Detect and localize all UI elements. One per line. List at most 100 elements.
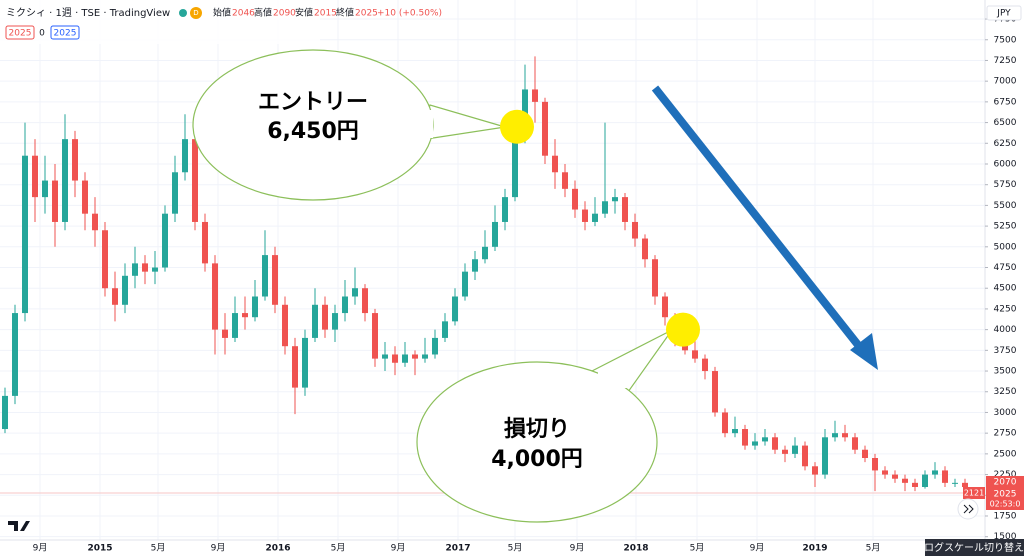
candle-body: [142, 263, 148, 272]
candle-body: [642, 238, 648, 260]
candle-body: [702, 358, 708, 372]
log-toggle[interactable]: [925, 539, 1024, 556]
candle-body: [2, 395, 8, 430]
candle-body: [922, 474, 928, 487]
low-label: 安値: [295, 7, 313, 19]
candle-body: [172, 172, 178, 214]
y-tick-label: 6250: [994, 139, 1017, 149]
y-tick-label: 3000: [994, 408, 1017, 418]
callout-title: エントリー: [258, 90, 368, 115]
high-label: 高値: [254, 7, 272, 19]
candle-body: [912, 482, 918, 487]
x-tick-label: 9月: [211, 543, 226, 554]
high-value: 2090: [273, 9, 296, 19]
badge[interactable]: [50, 25, 80, 40]
candle-body: [542, 101, 548, 156]
candle-body: [102, 230, 108, 289]
candle-body: [282, 304, 288, 347]
candle-body: [942, 470, 948, 483]
candle-body: [182, 139, 188, 173]
open-value: 2046: [232, 9, 255, 19]
candles: [2, 56, 978, 495]
x-tick-label: 5月: [331, 543, 346, 554]
x-tick-label: 5月: [508, 543, 523, 554]
candle-body: [352, 288, 358, 297]
y-tick-label: 6750: [994, 97, 1017, 107]
y-tick-label: 1750: [994, 511, 1017, 521]
change: +10 (+0.50%): [377, 9, 442, 19]
candle-body: [852, 437, 858, 450]
candle-body: [72, 139, 78, 181]
candle-body: [162, 213, 168, 268]
candle-body: [652, 259, 658, 297]
callout-title: 損切り: [504, 417, 570, 442]
x-tick-label: 2016: [265, 544, 290, 554]
y-tick-label: 5750: [994, 180, 1017, 190]
candle-body: [822, 437, 828, 475]
ohlc: 始値 2046 高値 2090 安値 2015 終値 2025 +10 (+0.…: [213, 7, 442, 19]
close-label: 終値: [336, 7, 354, 19]
candle-body: [842, 433, 848, 438]
candle-body: [712, 371, 718, 413]
y-tick-label: 3250: [994, 387, 1017, 397]
stop-marker: [666, 312, 700, 347]
candle-body: [592, 213, 598, 222]
candle-body: [692, 350, 698, 359]
x-tick-label: 2015: [87, 544, 112, 554]
candle-body: [92, 213, 98, 231]
candle-body: [572, 188, 578, 210]
y-tick-label: 5000: [994, 242, 1017, 252]
arrow-head: [850, 333, 878, 370]
y-tick-label: 3500: [994, 367, 1017, 377]
candle-body: [242, 313, 248, 318]
y-tick-label: 7250: [994, 56, 1017, 66]
callout-joint: [415, 110, 433, 138]
candle-body: [902, 478, 908, 483]
y-tick-label: 2500: [994, 449, 1017, 459]
candle-body: [632, 221, 638, 239]
candle-body: [392, 354, 398, 363]
y-tick-label: 5250: [994, 222, 1017, 232]
candle-body: [782, 449, 788, 454]
close-value: 2025: [355, 9, 378, 19]
candle-body: [202, 221, 208, 264]
candle-body: [662, 296, 668, 318]
candle-body: [892, 474, 898, 479]
candle-body: [112, 288, 118, 305]
candle-body: [752, 441, 758, 446]
x-tick-label: 5月: [866, 543, 881, 554]
currency: JPY: [996, 9, 1011, 19]
y-tick-label: 6000: [994, 159, 1017, 169]
y-tick-label: 5500: [994, 201, 1017, 211]
candle-body: [482, 246, 488, 260]
candle-body: [622, 197, 628, 222]
badge[interactable]: [5, 25, 35, 40]
candle-body: [732, 429, 738, 434]
candle-body: [432, 337, 438, 355]
candle-body: [932, 470, 938, 475]
candle-body: [382, 354, 388, 359]
candle-body: [532, 89, 538, 102]
candle-body: [122, 275, 128, 305]
candle-body: [412, 354, 418, 359]
x-tick-label: 9月: [750, 543, 765, 554]
candle-body: [882, 470, 888, 475]
axes: 1500175020002250250027503000325035003750…: [33, 15, 1017, 554]
candle-body: [232, 313, 238, 338]
callout-joint: [598, 372, 628, 388]
candle-body: [302, 337, 308, 388]
candle-body: [602, 201, 608, 214]
candle-body: [362, 288, 368, 314]
candle-body: [22, 155, 28, 314]
callout-label: 6,450円: [267, 119, 359, 144]
candle-body: [832, 433, 838, 438]
currency-button[interactable]: [986, 5, 1022, 21]
candle-body: [962, 482, 968, 487]
candle-body: [452, 296, 458, 322]
candle-body: [562, 172, 568, 189]
interval-badge: D: [193, 9, 198, 17]
candle-body: [872, 458, 878, 471]
candle-body: [52, 180, 58, 222]
log-toggle-text: ログスケール切り替え: [924, 541, 1024, 554]
